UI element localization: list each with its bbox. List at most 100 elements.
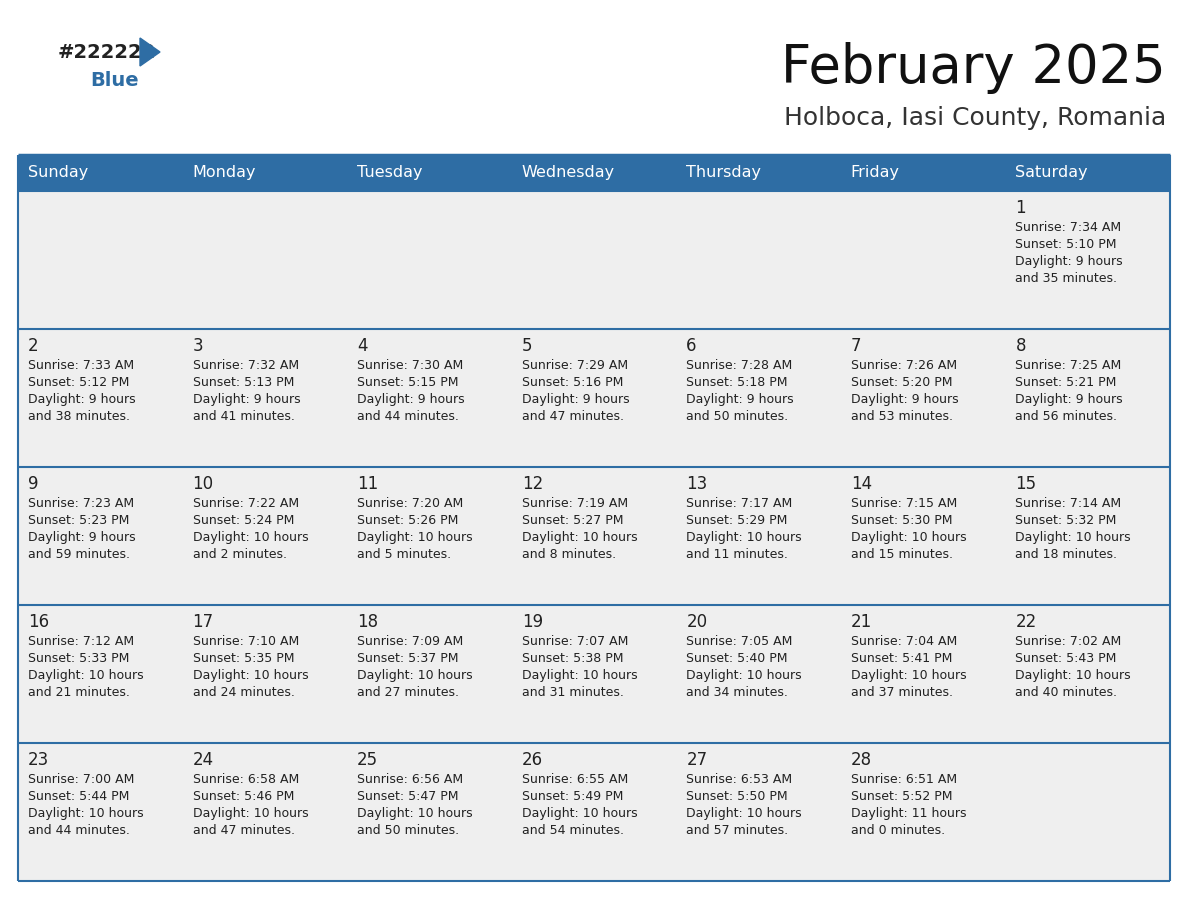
Bar [841, 743, 1005, 881]
Text: 5: 5 [522, 337, 532, 355]
Text: Sunrise: 7:22 AM: Sunrise: 7:22 AM [192, 497, 298, 510]
Text: 9: 9 [29, 475, 38, 493]
Text: Daylight: 10 hours: Daylight: 10 hours [29, 669, 144, 682]
Text: and 53 minutes.: and 53 minutes. [851, 410, 953, 423]
Text: Sunrise: 7:33 AM: Sunrise: 7:33 AM [29, 359, 134, 372]
Text: 28: 28 [851, 751, 872, 769]
Text: and 40 minutes.: and 40 minutes. [1016, 686, 1118, 699]
Text: 10: 10 [192, 475, 214, 493]
Text: and 59 minutes.: and 59 minutes. [29, 548, 129, 561]
Text: and 27 minutes.: and 27 minutes. [358, 686, 459, 699]
Text: Sunrise: 6:58 AM: Sunrise: 6:58 AM [192, 773, 299, 786]
Text: Sunset: 5:24 PM: Sunset: 5:24 PM [192, 514, 293, 527]
Text: 14: 14 [851, 475, 872, 493]
Text: Daylight: 10 hours: Daylight: 10 hours [192, 669, 308, 682]
Bar [347, 605, 512, 743]
Bar [1005, 467, 1170, 605]
Text: Sunset: 5:30 PM: Sunset: 5:30 PM [851, 514, 953, 527]
Text: Daylight: 10 hours: Daylight: 10 hours [522, 669, 637, 682]
Text: Sunset: 5:20 PM: Sunset: 5:20 PM [851, 376, 953, 389]
Text: 3: 3 [192, 337, 203, 355]
Text: 8: 8 [1016, 337, 1026, 355]
Text: 16: 16 [29, 613, 49, 631]
Text: Daylight: 9 hours: Daylight: 9 hours [1016, 255, 1123, 268]
Text: Sunrise: 6:53 AM: Sunrise: 6:53 AM [687, 773, 792, 786]
Text: and 47 minutes.: and 47 minutes. [192, 824, 295, 837]
Text: 26: 26 [522, 751, 543, 769]
Text: Sunrise: 7:07 AM: Sunrise: 7:07 AM [522, 635, 628, 648]
Text: Sunrise: 7:23 AM: Sunrise: 7:23 AM [29, 497, 134, 510]
Bar [676, 329, 841, 467]
Text: and 0 minutes.: and 0 minutes. [851, 824, 944, 837]
Bar [1005, 743, 1170, 881]
Text: Daylight: 10 hours: Daylight: 10 hours [358, 669, 473, 682]
Text: Sunrise: 7:10 AM: Sunrise: 7:10 AM [192, 635, 299, 648]
Text: Daylight: 10 hours: Daylight: 10 hours [851, 669, 967, 682]
Text: Sunrise: 6:51 AM: Sunrise: 6:51 AM [851, 773, 958, 786]
Bar [18, 743, 183, 881]
Text: Sunrise: 7:14 AM: Sunrise: 7:14 AM [1016, 497, 1121, 510]
Text: Daylight: 10 hours: Daylight: 10 hours [522, 531, 637, 544]
Bar [512, 191, 676, 329]
Bar [18, 605, 183, 743]
Text: 25: 25 [358, 751, 378, 769]
Text: February 2025: February 2025 [782, 42, 1165, 94]
Bar [347, 467, 512, 605]
Text: and 18 minutes.: and 18 minutes. [1016, 548, 1118, 561]
Text: and 11 minutes.: and 11 minutes. [687, 548, 788, 561]
Bar [512, 467, 676, 605]
Bar [183, 467, 347, 605]
Text: Daylight: 9 hours: Daylight: 9 hours [522, 393, 630, 406]
Text: Sunset: 5:29 PM: Sunset: 5:29 PM [687, 514, 788, 527]
Text: Sunset: 5:52 PM: Sunset: 5:52 PM [851, 790, 953, 803]
Text: Daylight: 10 hours: Daylight: 10 hours [1016, 531, 1131, 544]
Text: and 38 minutes.: and 38 minutes. [29, 410, 129, 423]
Text: Daylight: 10 hours: Daylight: 10 hours [1016, 669, 1131, 682]
Text: 22: 22 [1016, 613, 1037, 631]
Text: and 37 minutes.: and 37 minutes. [851, 686, 953, 699]
Text: 27: 27 [687, 751, 707, 769]
Text: Sunset: 5:49 PM: Sunset: 5:49 PM [522, 790, 623, 803]
Text: Sunset: 5:32 PM: Sunset: 5:32 PM [1016, 514, 1117, 527]
Polygon shape [140, 38, 160, 66]
Text: 6: 6 [687, 337, 697, 355]
Text: Sunset: 5:33 PM: Sunset: 5:33 PM [29, 652, 129, 665]
Text: Sunrise: 7:15 AM: Sunrise: 7:15 AM [851, 497, 958, 510]
Text: 20: 20 [687, 613, 707, 631]
Bar [841, 329, 1005, 467]
Text: Daylight: 10 hours: Daylight: 10 hours [687, 807, 802, 820]
Text: 17: 17 [192, 613, 214, 631]
Bar [183, 329, 347, 467]
Text: 21: 21 [851, 613, 872, 631]
Text: Sunrise: 6:56 AM: Sunrise: 6:56 AM [358, 773, 463, 786]
Bar [841, 191, 1005, 329]
Text: Sunrise: 7:17 AM: Sunrise: 7:17 AM [687, 497, 792, 510]
Text: Daylight: 10 hours: Daylight: 10 hours [687, 669, 802, 682]
Bar [347, 191, 512, 329]
Text: Daylight: 10 hours: Daylight: 10 hours [192, 531, 308, 544]
Text: #222222: #222222 [58, 42, 157, 62]
Text: 7: 7 [851, 337, 861, 355]
Text: and 50 minutes.: and 50 minutes. [687, 410, 789, 423]
Text: Sunrise: 7:05 AM: Sunrise: 7:05 AM [687, 635, 792, 648]
Text: and 57 minutes.: and 57 minutes. [687, 824, 789, 837]
Text: Wednesday: Wednesday [522, 165, 615, 181]
Text: Sunrise: 7:00 AM: Sunrise: 7:00 AM [29, 773, 134, 786]
Text: and 21 minutes.: and 21 minutes. [29, 686, 129, 699]
Text: Daylight: 9 hours: Daylight: 9 hours [687, 393, 794, 406]
Text: Sunset: 5:37 PM: Sunset: 5:37 PM [358, 652, 459, 665]
Text: and 47 minutes.: and 47 minutes. [522, 410, 624, 423]
Text: Daylight: 9 hours: Daylight: 9 hours [29, 531, 135, 544]
Text: Sunrise: 7:29 AM: Sunrise: 7:29 AM [522, 359, 627, 372]
Text: Sunset: 5:13 PM: Sunset: 5:13 PM [192, 376, 293, 389]
Text: Sunset: 5:12 PM: Sunset: 5:12 PM [29, 376, 129, 389]
Text: Daylight: 9 hours: Daylight: 9 hours [851, 393, 959, 406]
Text: Daylight: 10 hours: Daylight: 10 hours [358, 807, 473, 820]
Text: 13: 13 [687, 475, 708, 493]
Text: Sunrise: 7:12 AM: Sunrise: 7:12 AM [29, 635, 134, 648]
Text: Sunset: 5:40 PM: Sunset: 5:40 PM [687, 652, 788, 665]
Text: Sunset: 5:46 PM: Sunset: 5:46 PM [192, 790, 293, 803]
Bar [18, 329, 183, 467]
Text: Sunset: 5:21 PM: Sunset: 5:21 PM [1016, 376, 1117, 389]
Text: 15: 15 [1016, 475, 1037, 493]
